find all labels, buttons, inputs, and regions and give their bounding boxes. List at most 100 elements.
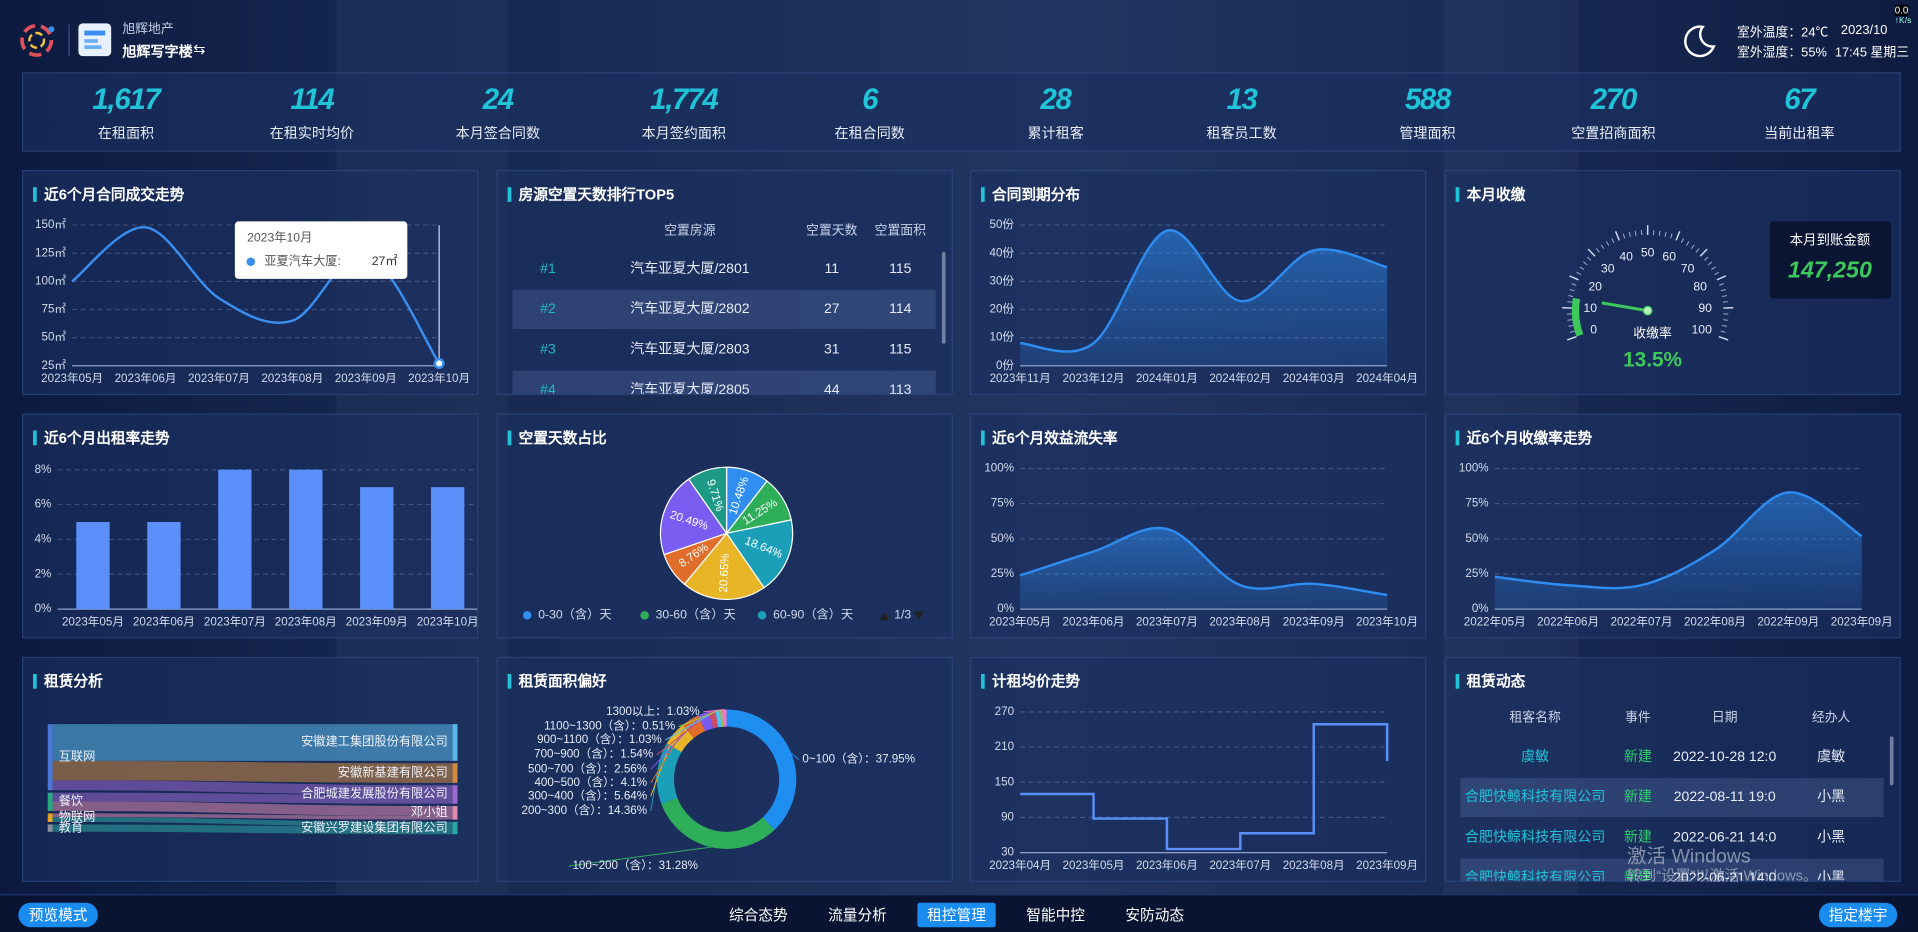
kpi-value: 13 (1226, 83, 1257, 117)
kpi-value: 67 (1784, 83, 1815, 117)
scrollbar[interactable] (941, 251, 946, 344)
minor-tick (1695, 248, 1700, 253)
kpi-strip: 1,617 在租面积 114 在租实时均价 24 本月签合同数 1,774 本月签约面积 6 在租… (22, 72, 1901, 152)
y-tick-label: 75% (1465, 497, 1488, 510)
table-cell: 2022-08-11 19:0 (1674, 788, 1776, 804)
watermark-title: 激活 Windows (1626, 846, 1751, 868)
y-tick-label: 75㎡ (42, 303, 67, 316)
minor-tick (1686, 241, 1690, 246)
kpi-value: 28 (1040, 83, 1072, 117)
slice-value: ：1.03% (617, 733, 662, 746)
sankey-link (52, 813, 453, 820)
minor-tick (1569, 289, 1575, 292)
table-cell: 虞敏 (1817, 748, 1845, 764)
gauge-tick-label: 80 (1693, 280, 1707, 294)
x-tick-label: 2022年09月 (1757, 615, 1819, 629)
row-highlight (1460, 858, 1884, 881)
table-header: 空置天数 (806, 223, 857, 238)
y-tick-label: 0% (1472, 602, 1489, 615)
panel: 租赁面积偏好 0~100（含）：37.95% 100~200（含）：31.28% 20… (496, 656, 953, 882)
minor-tick (1571, 283, 1577, 286)
table-cell: 虞敏 (1521, 748, 1549, 764)
minor-tick (1576, 271, 1582, 276)
x-tick-label: 2023年05月 (41, 371, 103, 385)
table-header: 事件 (1625, 709, 1651, 724)
gauge-tick-label: 50 (1641, 245, 1655, 259)
panel-chart: 0 10 20 30 40 50 60 70 80 90 100 收缴率 13.5% 本月到账金额 147,… (1562, 221, 1892, 371)
panel-chart: 25㎡ 50㎡ 75㎡ 100㎡ 125㎡ 150㎡ 2023年05月 2023年06月 202… (35, 218, 470, 385)
panel: 近6个月合同成交走势 25㎡ 50㎡ 75㎡ 100㎡ 125㎡ 150㎡ 2023年05月 2… (22, 170, 479, 396)
y-tick-label: 50份 (990, 218, 1015, 231)
major-tick (1587, 248, 1596, 257)
x-tick-label: 2022年06月 (1537, 615, 1599, 629)
panel-title: 近6个月效益流失率 (981, 430, 1118, 446)
panel-chart: 0% 2% 4% 6% 8% 2023年05月 2023年06月 2023年07月 2023年0… (35, 463, 478, 629)
table-cell: 31 (824, 341, 840, 357)
nav-item[interactable]: 综合态势 (729, 906, 788, 924)
gauge-tick-label: 30 (1601, 262, 1615, 276)
x-tick-label: 2024年02月 (1209, 371, 1271, 385)
gauge-tick-label: 60 (1662, 250, 1676, 264)
donut-slice (726, 709, 797, 830)
legend-next[interactable] (913, 611, 924, 621)
sankey-node-label: 互联网 (59, 749, 96, 763)
sankey-node (452, 821, 458, 835)
minor-tick (1583, 261, 1588, 266)
line (1494, 491, 1863, 590)
panel-title: 租赁面积偏好 (507, 673, 607, 689)
leader-line (678, 709, 722, 728)
slice-label: 700~900（含）：1.54% (534, 747, 653, 761)
sankey-node-label: 合肥城建发展股份有限公司 (301, 786, 448, 801)
x-tick-label: 2023年07月 (1209, 858, 1271, 872)
table-cell: 115 (889, 260, 912, 276)
panel-title: 空置天数占比 (507, 430, 607, 446)
panel: 近6个月出租率走势 0% 2% 4% 6% 8% 2023年05月 2023年06月 2023年… (22, 413, 479, 639)
legend-prev[interactable] (879, 611, 890, 621)
pie-slice (687, 466, 728, 536)
gauge-tick-label: 0 (1590, 323, 1597, 337)
slice-value: ：2.56% (603, 762, 648, 775)
mode-button[interactable]: 预览模式 (18, 902, 98, 928)
donut-slice (656, 743, 682, 804)
nav-item[interactable]: 智能中控 (1026, 906, 1085, 924)
panel-title: 房源空置天数排行TOP5 (507, 187, 674, 202)
minor-tick (1664, 231, 1667, 237)
nav-item[interactable]: 安防动态 (1125, 906, 1185, 924)
panel-title: 租赁动态 (1455, 673, 1525, 689)
gauge-tick-label: 10 (1583, 301, 1597, 315)
x-tick-label: 2023年10月 (1356, 615, 1418, 629)
kpi-value: 1,617 (92, 83, 161, 117)
switch-icon[interactable]: ⇆ (193, 40, 206, 58)
x-tick-label: 2023年09月 (1356, 858, 1418, 872)
donut-slice (661, 797, 775, 849)
minor-tick (1658, 230, 1661, 236)
y-tick-label: 40份 (990, 246, 1015, 259)
slice-name: 300~400（含） (528, 788, 603, 802)
gauge-tick-label: 20 (1588, 280, 1602, 294)
kpi-label: 管理面积 (1399, 127, 1456, 142)
y-tick-label: 8% (35, 463, 52, 476)
building-button[interactable]: 指定楼宇 (1818, 902, 1898, 928)
kpi-value: 270 (1590, 83, 1638, 117)
kpi-value: 24 (482, 83, 514, 117)
nav-item[interactable]: 租控管理 (917, 902, 996, 928)
nav-item[interactable]: 流量分析 (828, 906, 887, 924)
minor-tick (1567, 301, 1573, 303)
table-cell: 汽车亚夏大厦/2802 (630, 300, 750, 316)
table-header: 空置面积 (875, 223, 926, 238)
major-tick (1614, 231, 1620, 241)
building-name[interactable]: 旭辉写字楼 (122, 45, 193, 60)
sankey-node-label: 安徽兴罗建设集团有限公司 (301, 819, 448, 834)
panel-chart: 0% 25% 50% 75% 100% 2022年05月 2022年06月 2022年07月 2… (1459, 462, 1893, 629)
scrollbar[interactable] (1889, 736, 1894, 786)
slice-label: 500~700（含）：2.56% (528, 761, 647, 775)
minor-tick (1611, 238, 1615, 243)
x-tick-label: 2023年04月 (989, 858, 1051, 872)
y-tick-label: 150 (995, 775, 1014, 788)
y-tick-label: 30 (1001, 846, 1014, 859)
sankey-node-label: 教育 (59, 819, 83, 834)
table-cell: #1 (540, 260, 556, 276)
x-tick-label: 2023年06月 (115, 371, 177, 385)
area (1020, 230, 1388, 366)
